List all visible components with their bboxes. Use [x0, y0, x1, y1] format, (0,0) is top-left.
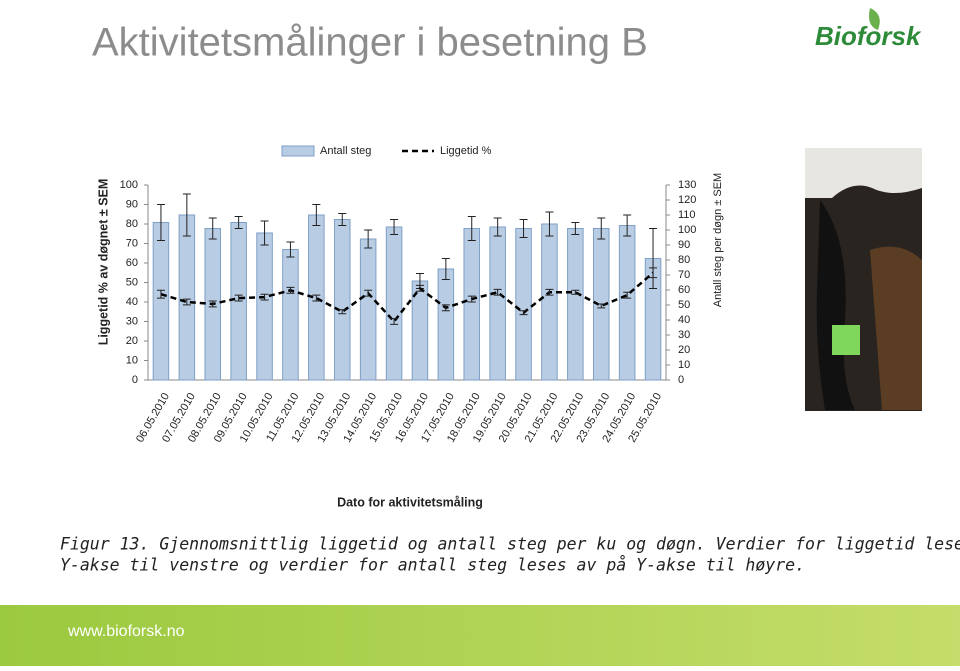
y2-tick-label: 30 — [678, 329, 690, 341]
error-bar — [623, 214, 632, 237]
bar — [618, 225, 636, 381]
photo — [805, 148, 922, 411]
y-tick-label: 0 — [132, 374, 138, 386]
y2-tick-label: 70 — [678, 269, 690, 281]
error-bar — [597, 217, 606, 240]
error-bar — [519, 219, 528, 238]
line — [160, 271, 654, 324]
y-tick-label: 70 — [126, 237, 138, 249]
y-tick-label: 60 — [126, 257, 138, 269]
bar — [437, 268, 455, 381]
error-bar — [286, 286, 295, 294]
footer-url: www.bioforsk.no — [67, 623, 185, 640]
error-bar — [312, 204, 321, 226]
bar — [567, 228, 584, 381]
error-bar — [156, 289, 165, 299]
bar — [385, 226, 403, 381]
footer-band — [0, 605, 960, 666]
error-bar — [545, 288, 554, 296]
y-tick-label: 20 — [126, 335, 138, 347]
error-bar — [571, 222, 580, 235]
y2-tick-label: 120 — [678, 194, 696, 206]
y-axis-title: Liggetid % av døgnet ± SEM — [96, 179, 110, 346]
y-tick-label: 90 — [126, 198, 138, 210]
y2-axis-title: Antall steg per døgn ± SEM — [712, 173, 724, 307]
bar — [152, 222, 170, 381]
caption-line: Figur 13. Gjennomsnittlig liggetid og an… — [60, 535, 960, 554]
y2-tick-label: 90 — [678, 239, 690, 251]
y2-tick-label: 110 — [678, 209, 696, 221]
error-bar — [597, 303, 606, 309]
y-tick-label: 100 — [120, 179, 138, 191]
slide-title: Aktivitetsmålinger i besetning B — [92, 21, 648, 65]
y2-tick-label: 50 — [678, 299, 690, 311]
error-bar — [415, 284, 424, 292]
error-bar — [467, 216, 476, 241]
error-bar — [156, 204, 165, 241]
error-bar — [182, 193, 191, 237]
error-bar — [545, 211, 554, 237]
error-bar — [260, 293, 269, 301]
y2-tick-label: 10 — [678, 359, 690, 371]
error-bar — [493, 217, 502, 237]
error-bar — [208, 217, 217, 240]
bar — [541, 223, 558, 381]
error-bar — [441, 258, 450, 280]
y-tick-label: 50 — [126, 276, 138, 288]
bar — [282, 249, 299, 381]
error-bar — [390, 219, 399, 235]
error-bar — [364, 229, 373, 249]
error-bar — [286, 241, 295, 258]
error-bar — [234, 294, 243, 302]
y2-tick-label: 100 — [678, 224, 696, 236]
error-bar — [467, 295, 476, 303]
error-bar — [649, 228, 658, 289]
bar — [333, 219, 351, 381]
legend-swatch — [281, 145, 315, 157]
bar — [489, 226, 506, 381]
error-bar — [182, 298, 191, 306]
legend-label: Antall steg — [320, 145, 371, 157]
error-bar — [649, 267, 658, 279]
error-bar — [493, 288, 502, 296]
y2-tick-label: 60 — [678, 284, 690, 296]
y2-tick-label: 80 — [678, 254, 690, 266]
y-tick-label: 40 — [126, 296, 138, 308]
error-bar — [623, 291, 632, 299]
error-bar — [338, 309, 347, 315]
bar — [515, 228, 532, 381]
y-tick-label: 80 — [126, 218, 138, 230]
error-bar — [364, 289, 373, 297]
error-bar — [571, 289, 580, 295]
error-bar — [390, 318, 399, 325]
bar — [359, 238, 377, 381]
error-bar — [338, 213, 347, 226]
error-bar — [312, 294, 321, 302]
bar — [178, 214, 196, 381]
bar — [463, 228, 481, 381]
error-bar — [208, 300, 217, 308]
y2-tick-label: 0 — [678, 374, 684, 386]
x-axis-title: Dato for aktivitetsmåling — [337, 495, 483, 509]
logo: Bioforsk — [815, 21, 922, 51]
y2-tick-label: 130 — [678, 179, 696, 191]
y2-tick-label: 40 — [678, 314, 690, 326]
y-tick-label: 30 — [126, 315, 138, 327]
error-bar — [260, 220, 269, 246]
y2-tick-label: 20 — [678, 344, 690, 356]
y-tick-label: 10 — [126, 354, 138, 366]
logo-leaf — [869, 8, 880, 30]
caption-line: Y-akse til venstre og verdier for antall… — [60, 556, 805, 575]
error-bar — [234, 216, 243, 229]
bar — [256, 232, 273, 381]
legend-label: Liggetid % — [440, 145, 492, 157]
error-bar — [519, 310, 528, 316]
error-bar — [441, 304, 450, 312]
